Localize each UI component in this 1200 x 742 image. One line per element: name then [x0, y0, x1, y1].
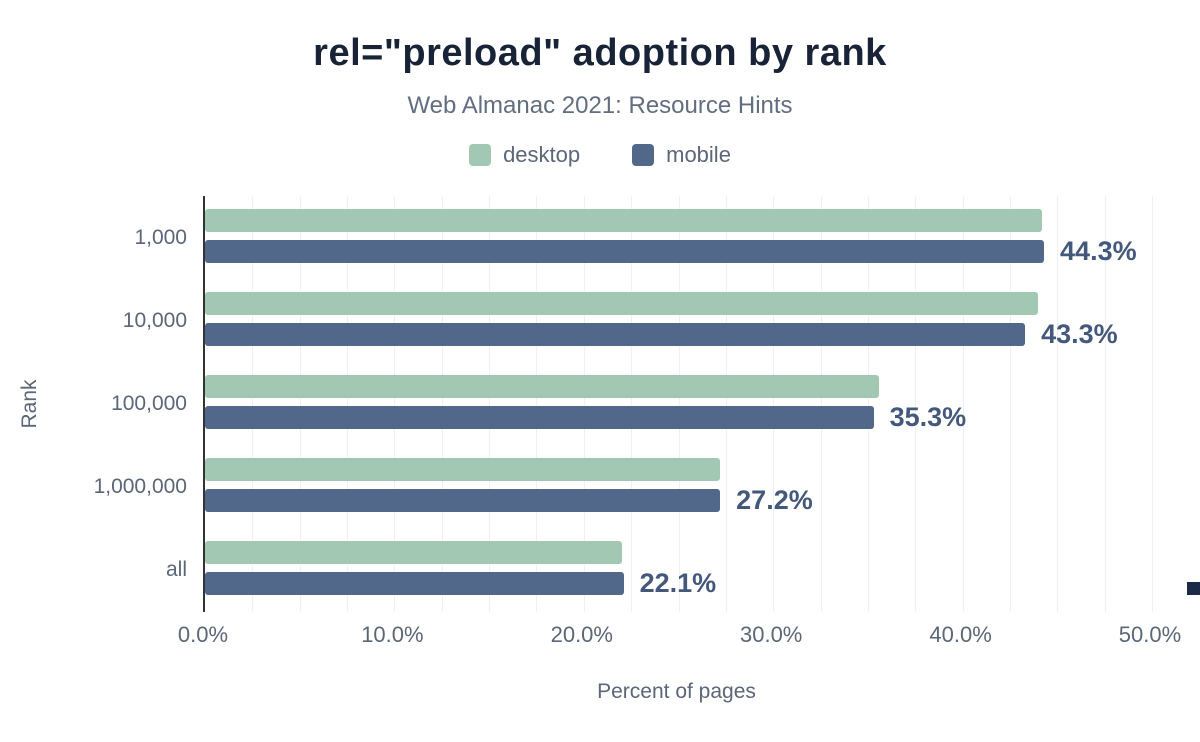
x-tick-label: 50.0%	[1118, 622, 1182, 647]
bar-desktop	[205, 291, 1039, 315]
bar-group: 10,000 43.3%	[123, 279, 1152, 362]
bar-group: 1,000,000 27.2%	[94, 446, 1152, 529]
bars: 44.3%	[205, 208, 1152, 267]
x-tick-label: 30.0%	[739, 622, 803, 647]
legend: desktop mobile	[0, 142, 1200, 168]
category-label: 100,000	[111, 392, 187, 415]
brand-mark-square	[1187, 582, 1200, 595]
bar-mobile-line: 44.3%	[205, 236, 1152, 267]
legend-label-mobile: mobile	[666, 142, 731, 167]
bars: 35.3%	[205, 375, 1152, 433]
bar-group: 1,000 44.3%	[134, 196, 1152, 279]
bar-desktop	[205, 541, 622, 565]
plot-area: 1,000 44.3% 10,000 43.3% 100,000 35.3% 1,000,0…	[94, 196, 1153, 612]
chart-title: rel="preload" adoption by rank	[313, 32, 887, 74]
bars: 43.3%	[205, 291, 1152, 350]
bars: 27.2%	[205, 458, 1152, 516]
category-label: 1,000	[134, 225, 187, 249]
value-label: 27.2%	[736, 485, 813, 516]
x-tick-label: 20.0%	[550, 622, 613, 647]
bar-mobile	[205, 572, 624, 596]
legend-item-mobile: mobile	[632, 142, 731, 168]
plot-rows: 1,000 44.3% 10,000 43.3% 100,000 35.3% 1,000,0…	[94, 196, 1152, 612]
bar-desktop	[205, 208, 1043, 232]
bars: 22.1%	[205, 541, 1152, 599]
legend-swatch-mobile	[632, 144, 655, 166]
y-axis-title: Rank	[18, 379, 41, 429]
x-axis-ticks: 0.0% 10.0% 20.0% 30.0% 40.0% 50.0%	[178, 622, 1181, 652]
chart-subtitle: Web Almanac 2021: Resource Hints	[407, 92, 793, 119]
category-label: all	[165, 558, 187, 582]
bar-desktop	[205, 458, 721, 482]
category-label: 1,000,000	[93, 475, 187, 499]
legend-item-desktop: desktop	[469, 142, 580, 168]
bar-group: 100,000 35.3%	[111, 362, 1152, 445]
legend-swatch-desktop	[469, 144, 492, 166]
value-label: 44.3%	[1060, 235, 1137, 266]
bar-desktop	[205, 375, 880, 398]
bar-mobile-line: 43.3%	[205, 319, 1152, 350]
bar-mobile	[205, 489, 721, 513]
gridline	[1152, 196, 1153, 612]
x-axis-title: Percent of pages	[597, 680, 756, 703]
x-tick-label: 40.0%	[929, 622, 992, 647]
bar-mobile	[205, 239, 1045, 263]
bar-group: all 22.1%	[166, 529, 1152, 612]
category-label: 10,000	[122, 308, 187, 332]
value-label: 22.1%	[639, 568, 717, 599]
value-label: 43.3%	[1041, 318, 1118, 349]
value-label: 35.3%	[889, 402, 967, 432]
bar-mobile-line: 22.1%	[205, 568, 1152, 599]
legend-label-desktop: desktop	[503, 142, 581, 167]
bar-mobile-line: 27.2%	[205, 485, 1152, 516]
x-tick-label: 0.0%	[177, 622, 229, 647]
x-tick-label: 10.0%	[361, 622, 424, 647]
bar-mobile-line: 35.3%	[205, 402, 1152, 433]
bar-mobile	[205, 322, 1026, 346]
bar-mobile	[205, 406, 874, 429]
